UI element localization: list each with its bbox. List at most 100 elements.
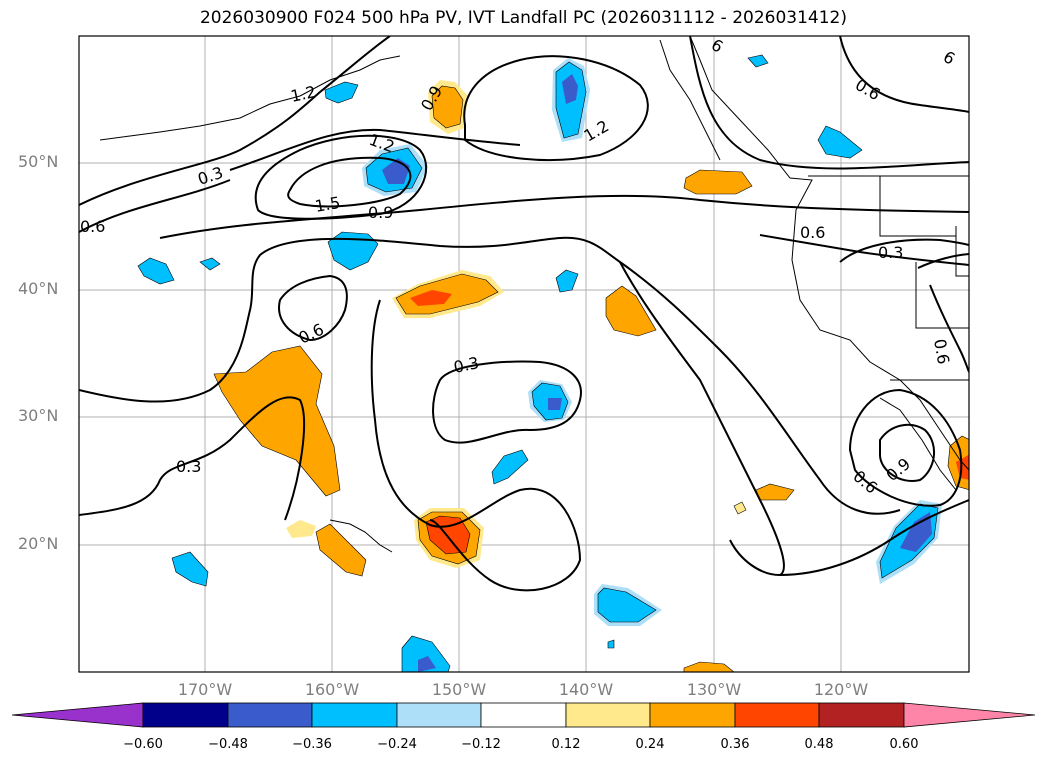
- patch-orange-north-core: [431, 85, 464, 129]
- contour-ne-1: [689, 36, 969, 170]
- lon-label-150w: 150°W: [431, 680, 487, 699]
- coast-alaska: [299, 55, 401, 97]
- lon-label-140w: 140°W: [558, 680, 614, 699]
- contour-label: 0.3: [452, 353, 481, 377]
- contour-0p9-ring: [159, 194, 969, 239]
- lat-label-20n: 20°N: [18, 534, 59, 553]
- coast-alaska-chain: [99, 95, 301, 141]
- contour-0p3-right-edge: [929, 284, 969, 373]
- colorbar-bin: [649, 702, 736, 728]
- colorbar-bin: [480, 702, 567, 728]
- contour-label: 0.6: [296, 320, 327, 348]
- colorbar-over: [903, 702, 1036, 728]
- patch-blue-ne: [817, 125, 863, 159]
- colorbar-tick: −0.48: [208, 737, 248, 752]
- patch-orange-25n-125w: [755, 483, 795, 501]
- colorbar-tick: 0.60: [889, 737, 919, 752]
- contour-label: 6: [708, 35, 726, 57]
- patch-blue-se-core: [900, 512, 932, 552]
- patch-orange-dot: [733, 501, 747, 515]
- colorbar-bin: [818, 702, 905, 728]
- patch-blue-15n-mid: [597, 587, 657, 623]
- contour-label: 6: [940, 47, 958, 69]
- contour-1p5-closed: [287, 156, 412, 208]
- lon-label-120w: 120°W: [813, 680, 869, 699]
- shaded-patches: [137, 54, 969, 672]
- coast-baja: [879, 397, 957, 491]
- contour-0p3-bottom: [79, 396, 305, 521]
- patch-blue-18n-west: [171, 551, 209, 587]
- contour-0p3-right: [619, 261, 785, 577]
- lat-label-40n: 40°N: [18, 279, 59, 298]
- colorbar-tick: 0.24: [635, 737, 665, 752]
- contour-0p3-se: [917, 253, 969, 269]
- coast-bc-islands: [659, 39, 721, 161]
- contour-0p3-north: [79, 36, 391, 206]
- patch-red-40n: [410, 290, 452, 306]
- lat-label-30n: 30°N: [18, 406, 59, 425]
- patch-orange-22n-a: [286, 520, 316, 538]
- patch-blue-north-tall-core: [562, 74, 578, 104]
- contour-label: 0.6: [930, 337, 953, 365]
- colorbar-bin: [396, 702, 482, 728]
- contour-label: 0.6: [849, 467, 881, 498]
- border-states-c: [955, 226, 969, 277]
- patch-orange-137w: [605, 285, 657, 337]
- contour-se-loop: [848, 388, 963, 507]
- lon-label-160w: 160°W: [304, 680, 360, 699]
- contour-label: 0.3: [195, 163, 225, 189]
- coast-north-america: [689, 36, 969, 471]
- patch-blue-25n: [491, 449, 529, 485]
- contour-label: 0.3: [176, 457, 201, 476]
- colorbar-bin: [227, 702, 313, 728]
- contour-label: 1.2: [289, 82, 318, 106]
- patch-blue-40n-small: [555, 269, 579, 293]
- patch-blue-west2: [199, 257, 221, 271]
- contour-label: 0.3: [878, 243, 903, 262]
- lon-label-130w: 130°W: [686, 680, 742, 699]
- contours: [79, 36, 969, 592]
- patch-orange-coast-north: [683, 169, 753, 195]
- colorbar-tick: −0.60: [123, 737, 163, 752]
- patch-blue-43n: [327, 231, 379, 271]
- patch-red-east-edge: [956, 454, 969, 480]
- contour-0p3-center: [370, 299, 582, 592]
- patch-orange-22n-b: [315, 523, 367, 577]
- colorbar-bin: [311, 702, 398, 728]
- map-title: 2026030900 F024 500 hPa PV, IVT Landfall…: [199, 8, 847, 28]
- map-frame: [78, 35, 970, 673]
- contour-coast-0p6: [759, 234, 969, 266]
- colorbar-bin: [565, 702, 651, 728]
- contour-north-loop: [463, 55, 649, 161]
- patch-orange-west: [213, 345, 341, 497]
- colorbar-tick: −0.24: [377, 737, 417, 752]
- coast-hawaii: [329, 519, 393, 553]
- contour-1p2-closed: [254, 134, 428, 220]
- contour-label: 1.2: [581, 116, 613, 145]
- patch-blue-dot-south: [607, 639, 615, 649]
- colorbar-tick: −0.36: [292, 737, 332, 752]
- contour-big-west: [79, 236, 901, 515]
- patch-blue-alaska: [324, 81, 359, 104]
- patch-blue-30n-core: [548, 398, 562, 410]
- lat-label-50n: 50°N: [18, 152, 59, 171]
- lon-label-170w: 170°W: [177, 680, 233, 699]
- contour-south-right: [779, 499, 969, 576]
- contour-se-inner: [879, 423, 936, 482]
- border-states-b: [915, 262, 969, 329]
- contour-label: 0.6: [800, 223, 825, 242]
- colorbar-tick: 0.36: [720, 737, 750, 752]
- patch-blue-south-edge-core: [418, 656, 436, 672]
- colorbar: [11, 702, 1036, 728]
- coastlines: [99, 36, 969, 553]
- contour-0p6-loop: [278, 274, 348, 342]
- patch-blue-west1: [137, 257, 175, 285]
- colorbar-bin: [734, 702, 820, 728]
- contour-label: 0.9: [368, 203, 393, 222]
- contour-0p3-inner: [432, 360, 582, 444]
- contour-label: 0.6: [852, 75, 884, 104]
- colorbar-under: [11, 702, 144, 728]
- patch-blue-south-edge: [401, 635, 451, 672]
- colorbar-tick: 0.12: [551, 737, 581, 752]
